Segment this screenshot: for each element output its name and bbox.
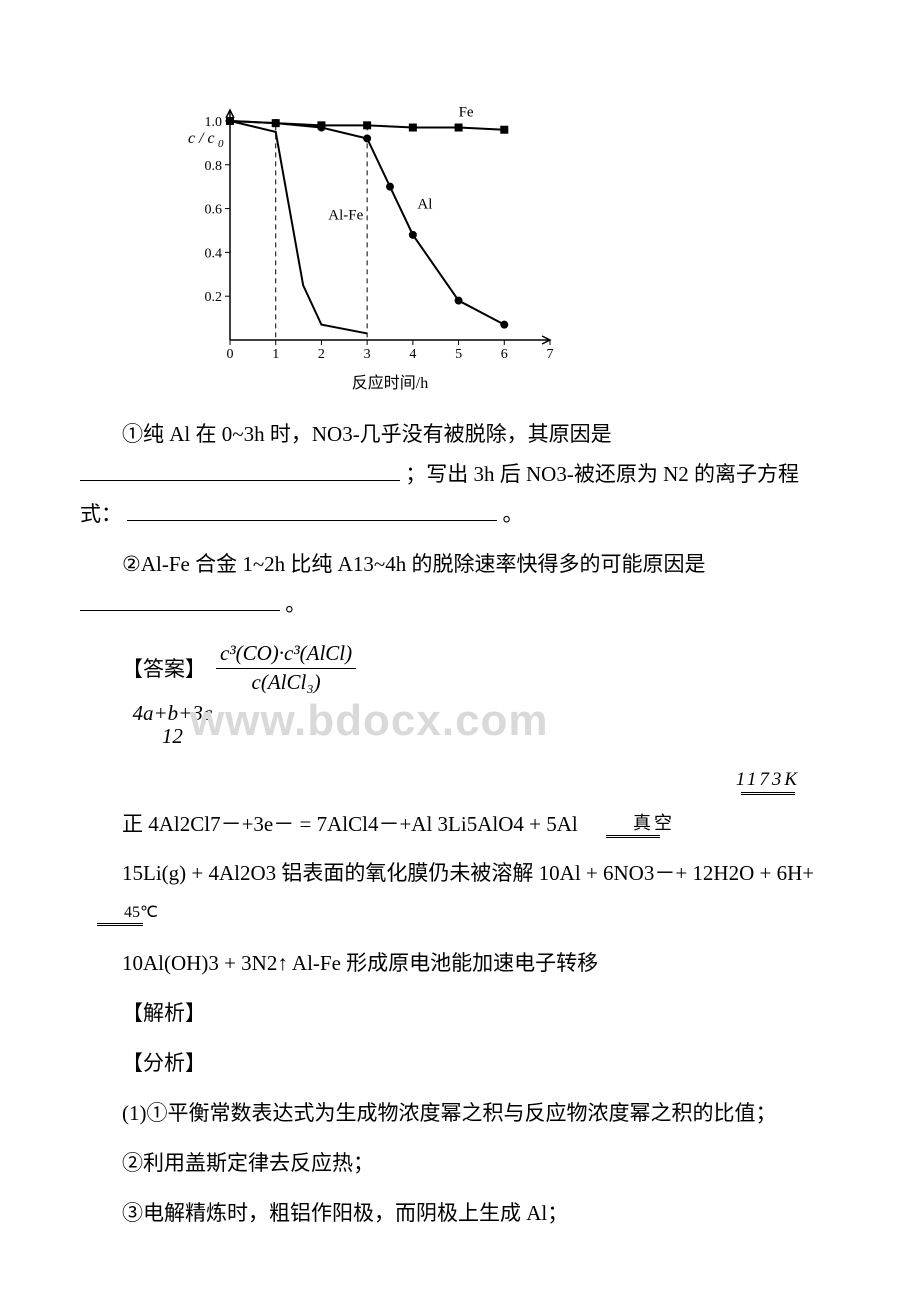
svg-text:反应时间/h: 反应时间/h <box>352 373 428 390</box>
answer-row: 【答案】 c³(CO)·c³(AlCl) c(AlCl₃) <box>80 642 840 693</box>
svg-text:0.4: 0.4 <box>205 246 223 261</box>
svg-text:Al: Al <box>417 197 432 213</box>
vacuum-line2 <box>606 837 660 838</box>
frac-1173-row: 1173K <box>80 770 840 795</box>
equation-line-1: 正 4Al2Cl7－+3e－ = 7AlCl4－+Al 3Li5AlO4 + 5… <box>80 805 840 845</box>
q2-end: 。 <box>285 592 306 616</box>
svg-text:7: 7 <box>547 347 554 362</box>
frac-abc-num: 4a+b+3c <box>133 702 213 725</box>
frac-k-bar <box>216 668 356 669</box>
blank-reason <box>80 480 400 481</box>
blank-equation <box>127 520 497 521</box>
svg-text:1: 1 <box>272 347 279 362</box>
svg-text:Al-Fe: Al-Fe <box>328 208 363 224</box>
chart-svg: 0.2 0.4 0.6 0.8 1.0 0 1 2 3 4 5 6 7 Fe Al Al-Fe 反应时间/h c … <box>170 100 570 390</box>
svg-text:0.6: 0.6 <box>205 203 223 218</box>
fraction-abc: 4a+b+3c 12 <box>133 702 213 748</box>
analysis-p1: (1)①平衡常数表达式为生成物浓度幂之积与反应物浓度幂之积的比值； <box>80 1094 840 1134</box>
chart-nitrate-removal: 0.2 0.4 0.6 0.8 1.0 0 1 2 3 4 5 6 7 Fe Al Al-Fe 反应时间/h c … <box>170 100 570 395</box>
eq1-text: 正 4Al2Cl7－+3e－ = 7AlCl4－+Al 3Li5AlO4 + 5… <box>122 812 578 836</box>
frac-1173-line2 <box>741 794 795 795</box>
frac-k-den: c(AlCl₃) <box>248 671 325 694</box>
svg-text:2: 2 <box>318 347 325 362</box>
watermark-text: www.bdocx.com <box>190 696 549 746</box>
frac-abc-den: 12 <box>162 725 183 748</box>
q1-prefix: ①纯 Al 在 0~3h 时，NO3-几乎没有被脱除，其原因是 <box>122 422 612 446</box>
analysis-p3: ③电解精炼时，粗铝作阳极，而阴极上生成 Al； <box>80 1194 840 1234</box>
watermark-row: 4a+b+3c 12 www.bdocx.com <box>80 702 840 752</box>
vacuum-arrow: 真空 <box>591 814 675 838</box>
svg-text:Fe: Fe <box>459 105 474 121</box>
svg-text:4: 4 <box>409 347 416 362</box>
arrow-45c: 45℃ <box>82 905 158 926</box>
q1-mid: ；写出 3h 后 NO3-被还原为 N2 的离子方程式： <box>80 462 799 526</box>
svg-text:6: 6 <box>501 347 508 362</box>
svg-text:0: 0 <box>227 347 234 362</box>
q1-end: 。 <box>503 502 524 526</box>
svg-text:0.2: 0.2 <box>205 290 223 305</box>
frac-k-num: c³(CO)·c³(AlCl) <box>216 642 356 665</box>
arrow-45c-label: 45℃ <box>82 905 158 922</box>
equation-line-3: 10Al(OH)3 + 3N2↑ Al-Fe 形成原电池能加速电子转移 <box>80 944 840 984</box>
jiexi-text: 【解析】 <box>122 1001 206 1025</box>
answer-label: 【答案】 <box>122 653 206 683</box>
arrow-45c-l1 <box>97 923 143 924</box>
arrow-45c-l2 <box>97 925 143 926</box>
jiexi-heading: 【解析】 <box>80 994 840 1034</box>
eq2-text: 15Li(g) + 4Al2O3 铝表面的氧化膜仍未被溶解 10Al + 6NO… <box>122 861 814 885</box>
svg-text:5: 5 <box>455 347 462 362</box>
blank-reason-2 <box>80 610 280 611</box>
svg-text:c / c: c / c <box>188 130 215 147</box>
svg-text:0.8: 0.8 <box>205 159 223 174</box>
q2-prefix: ②Al-Fe 合金 1~2h 比纯 A13~4h 的脱除速率快得多的可能原因是 <box>122 552 705 576</box>
analysis-p2: ②利用盖斯定律去反应热； <box>80 1144 840 1184</box>
eq3-text: 10Al(OH)3 + 3N2↑ Al-Fe 形成原电池能加速电子转移 <box>122 951 598 975</box>
frac-1173: 1173K <box>736 770 800 795</box>
p2-text: ②利用盖斯定律去反应热； <box>122 1151 374 1175</box>
question-1: ①纯 Al 在 0~3h 时，NO3-几乎没有被脱除，其原因是 ；写出 3h 后… <box>80 415 840 535</box>
frac-1173-line1 <box>741 792 795 793</box>
question-2: ②Al-Fe 合金 1~2h 比纯 A13~4h 的脱除速率快得多的可能原因是 … <box>80 545 840 625</box>
svg-text:3: 3 <box>364 347 371 362</box>
vacuum-label: 真空 <box>591 814 675 834</box>
fenxi-heading: 【分析】 <box>80 1044 840 1084</box>
svg-text:1.0: 1.0 <box>205 115 223 130</box>
vacuum-line1 <box>606 835 660 836</box>
fenxi-text: 【分析】 <box>122 1051 206 1075</box>
p3-text: ③电解精炼时，粗铝作阳极，而阴极上生成 Al； <box>122 1201 568 1225</box>
frac-1173-num: 1173K <box>736 770 800 791</box>
svg-text:0: 0 <box>218 138 224 150</box>
fraction-k: c³(CO)·c³(AlCl) c(AlCl₃) <box>216 642 356 693</box>
p1-text: (1)①平衡常数表达式为生成物浓度幂之积与反应物浓度幂之积的比值； <box>122 1101 776 1125</box>
equation-line-2: 15Li(g) + 4Al2O3 铝表面的氧化膜仍未被溶解 10Al + 6NO… <box>80 854 840 934</box>
